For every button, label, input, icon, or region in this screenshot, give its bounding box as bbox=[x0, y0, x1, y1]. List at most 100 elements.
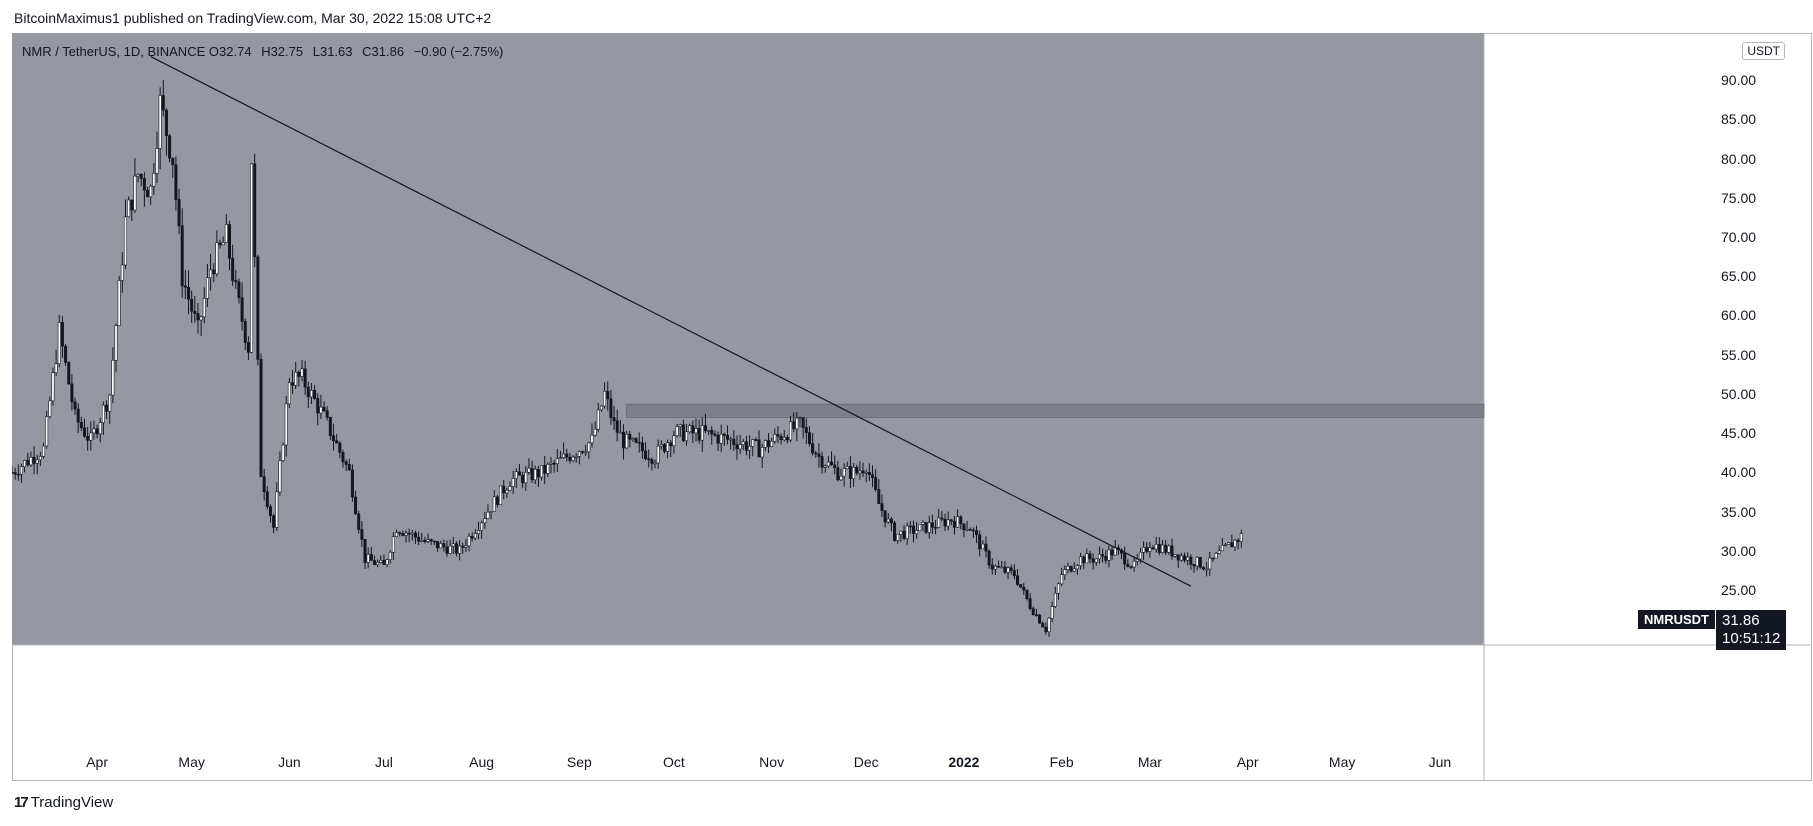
candle bbox=[798, 416, 802, 428]
candle bbox=[1239, 529, 1243, 548]
candle bbox=[524, 465, 528, 491]
candle bbox=[640, 436, 644, 459]
candle bbox=[98, 417, 102, 443]
candle bbox=[716, 431, 720, 452]
candle bbox=[656, 439, 660, 469]
last-price-value: 31.86 bbox=[1722, 612, 1760, 629]
candle bbox=[1069, 565, 1073, 573]
candle bbox=[499, 485, 503, 505]
candle bbox=[350, 464, 354, 502]
candle bbox=[451, 536, 455, 554]
candle bbox=[968, 527, 972, 531]
candle bbox=[231, 244, 235, 286]
candle bbox=[187, 270, 191, 315]
time-tick-label: Oct bbox=[663, 754, 685, 770]
candle bbox=[171, 157, 175, 178]
candle bbox=[429, 538, 433, 545]
price-chart[interactable] bbox=[12, 33, 1812, 781]
candle bbox=[60, 315, 64, 358]
candle bbox=[1019, 584, 1023, 589]
candle bbox=[1198, 556, 1202, 569]
candle bbox=[363, 539, 367, 570]
candle bbox=[952, 515, 956, 535]
candle bbox=[57, 314, 61, 368]
price-tick-label: 55.00 bbox=[1721, 346, 1757, 363]
candle bbox=[861, 462, 865, 477]
candle bbox=[401, 530, 405, 537]
candle bbox=[303, 360, 307, 396]
close-label: C bbox=[362, 44, 372, 59]
candle bbox=[565, 448, 569, 462]
candle bbox=[470, 532, 474, 542]
candle bbox=[993, 564, 997, 576]
candle bbox=[678, 423, 682, 437]
candle bbox=[227, 220, 231, 271]
candle bbox=[325, 406, 329, 421]
candle bbox=[1145, 541, 1149, 554]
candle bbox=[558, 450, 562, 460]
candle bbox=[615, 409, 619, 442]
footer-brand[interactable]: TradingView bbox=[30, 794, 114, 811]
candle bbox=[637, 432, 641, 453]
resistance-zone[interactable] bbox=[626, 403, 1485, 418]
candle bbox=[603, 382, 607, 409]
candle bbox=[436, 541, 440, 552]
candle bbox=[770, 437, 774, 448]
bar-countdown: 10:51:12 bbox=[1722, 630, 1781, 647]
candle bbox=[297, 370, 301, 387]
candle bbox=[820, 451, 824, 474]
candle bbox=[1015, 569, 1019, 587]
candle bbox=[893, 520, 897, 542]
candle bbox=[549, 456, 553, 474]
candle bbox=[1091, 553, 1095, 570]
candle bbox=[445, 540, 449, 557]
candle bbox=[319, 394, 323, 419]
candle bbox=[1224, 542, 1228, 547]
candle bbox=[262, 468, 266, 501]
candle bbox=[1031, 606, 1035, 616]
tradingview-logo-icon[interactable]: 17 bbox=[14, 794, 29, 811]
candle bbox=[417, 531, 421, 546]
candle bbox=[486, 504, 490, 520]
candle bbox=[631, 437, 635, 442]
candle bbox=[1186, 552, 1190, 566]
candle bbox=[719, 424, 723, 453]
time-tick-label: Sep bbox=[566, 754, 592, 770]
candle bbox=[946, 511, 950, 531]
time-tick-label: Mar bbox=[1137, 754, 1162, 770]
candle bbox=[653, 459, 657, 469]
high-value: 32.75 bbox=[270, 44, 304, 59]
candle bbox=[874, 469, 878, 492]
candle bbox=[937, 508, 941, 529]
candle bbox=[562, 442, 566, 459]
candle bbox=[729, 436, 733, 450]
candle bbox=[1176, 554, 1180, 568]
candle bbox=[959, 515, 963, 530]
candle bbox=[748, 435, 752, 460]
candle bbox=[1104, 550, 1108, 564]
candle bbox=[209, 253, 213, 291]
candle bbox=[492, 490, 496, 512]
candle bbox=[111, 347, 115, 404]
price-tick-label: 60.00 bbox=[1721, 307, 1757, 324]
currency-unit-button[interactable]: USDT bbox=[1742, 42, 1785, 60]
candle bbox=[35, 454, 39, 475]
candle bbox=[621, 424, 625, 460]
candle bbox=[763, 439, 767, 452]
candle bbox=[1006, 566, 1010, 580]
candle bbox=[710, 426, 714, 445]
close-value: 31.86 bbox=[371, 44, 405, 59]
candle bbox=[376, 559, 380, 568]
price-tick-label: 40.00 bbox=[1721, 464, 1757, 481]
candle bbox=[464, 539, 468, 553]
candle bbox=[514, 468, 518, 488]
candle bbox=[164, 108, 168, 156]
candle bbox=[1094, 558, 1098, 566]
price-tick-label: 70.00 bbox=[1721, 229, 1757, 245]
descending-trendline[interactable] bbox=[150, 56, 1192, 587]
candle bbox=[426, 533, 430, 544]
candle bbox=[574, 453, 578, 463]
candle bbox=[190, 290, 194, 323]
candle bbox=[395, 529, 399, 538]
candle bbox=[1009, 564, 1013, 575]
